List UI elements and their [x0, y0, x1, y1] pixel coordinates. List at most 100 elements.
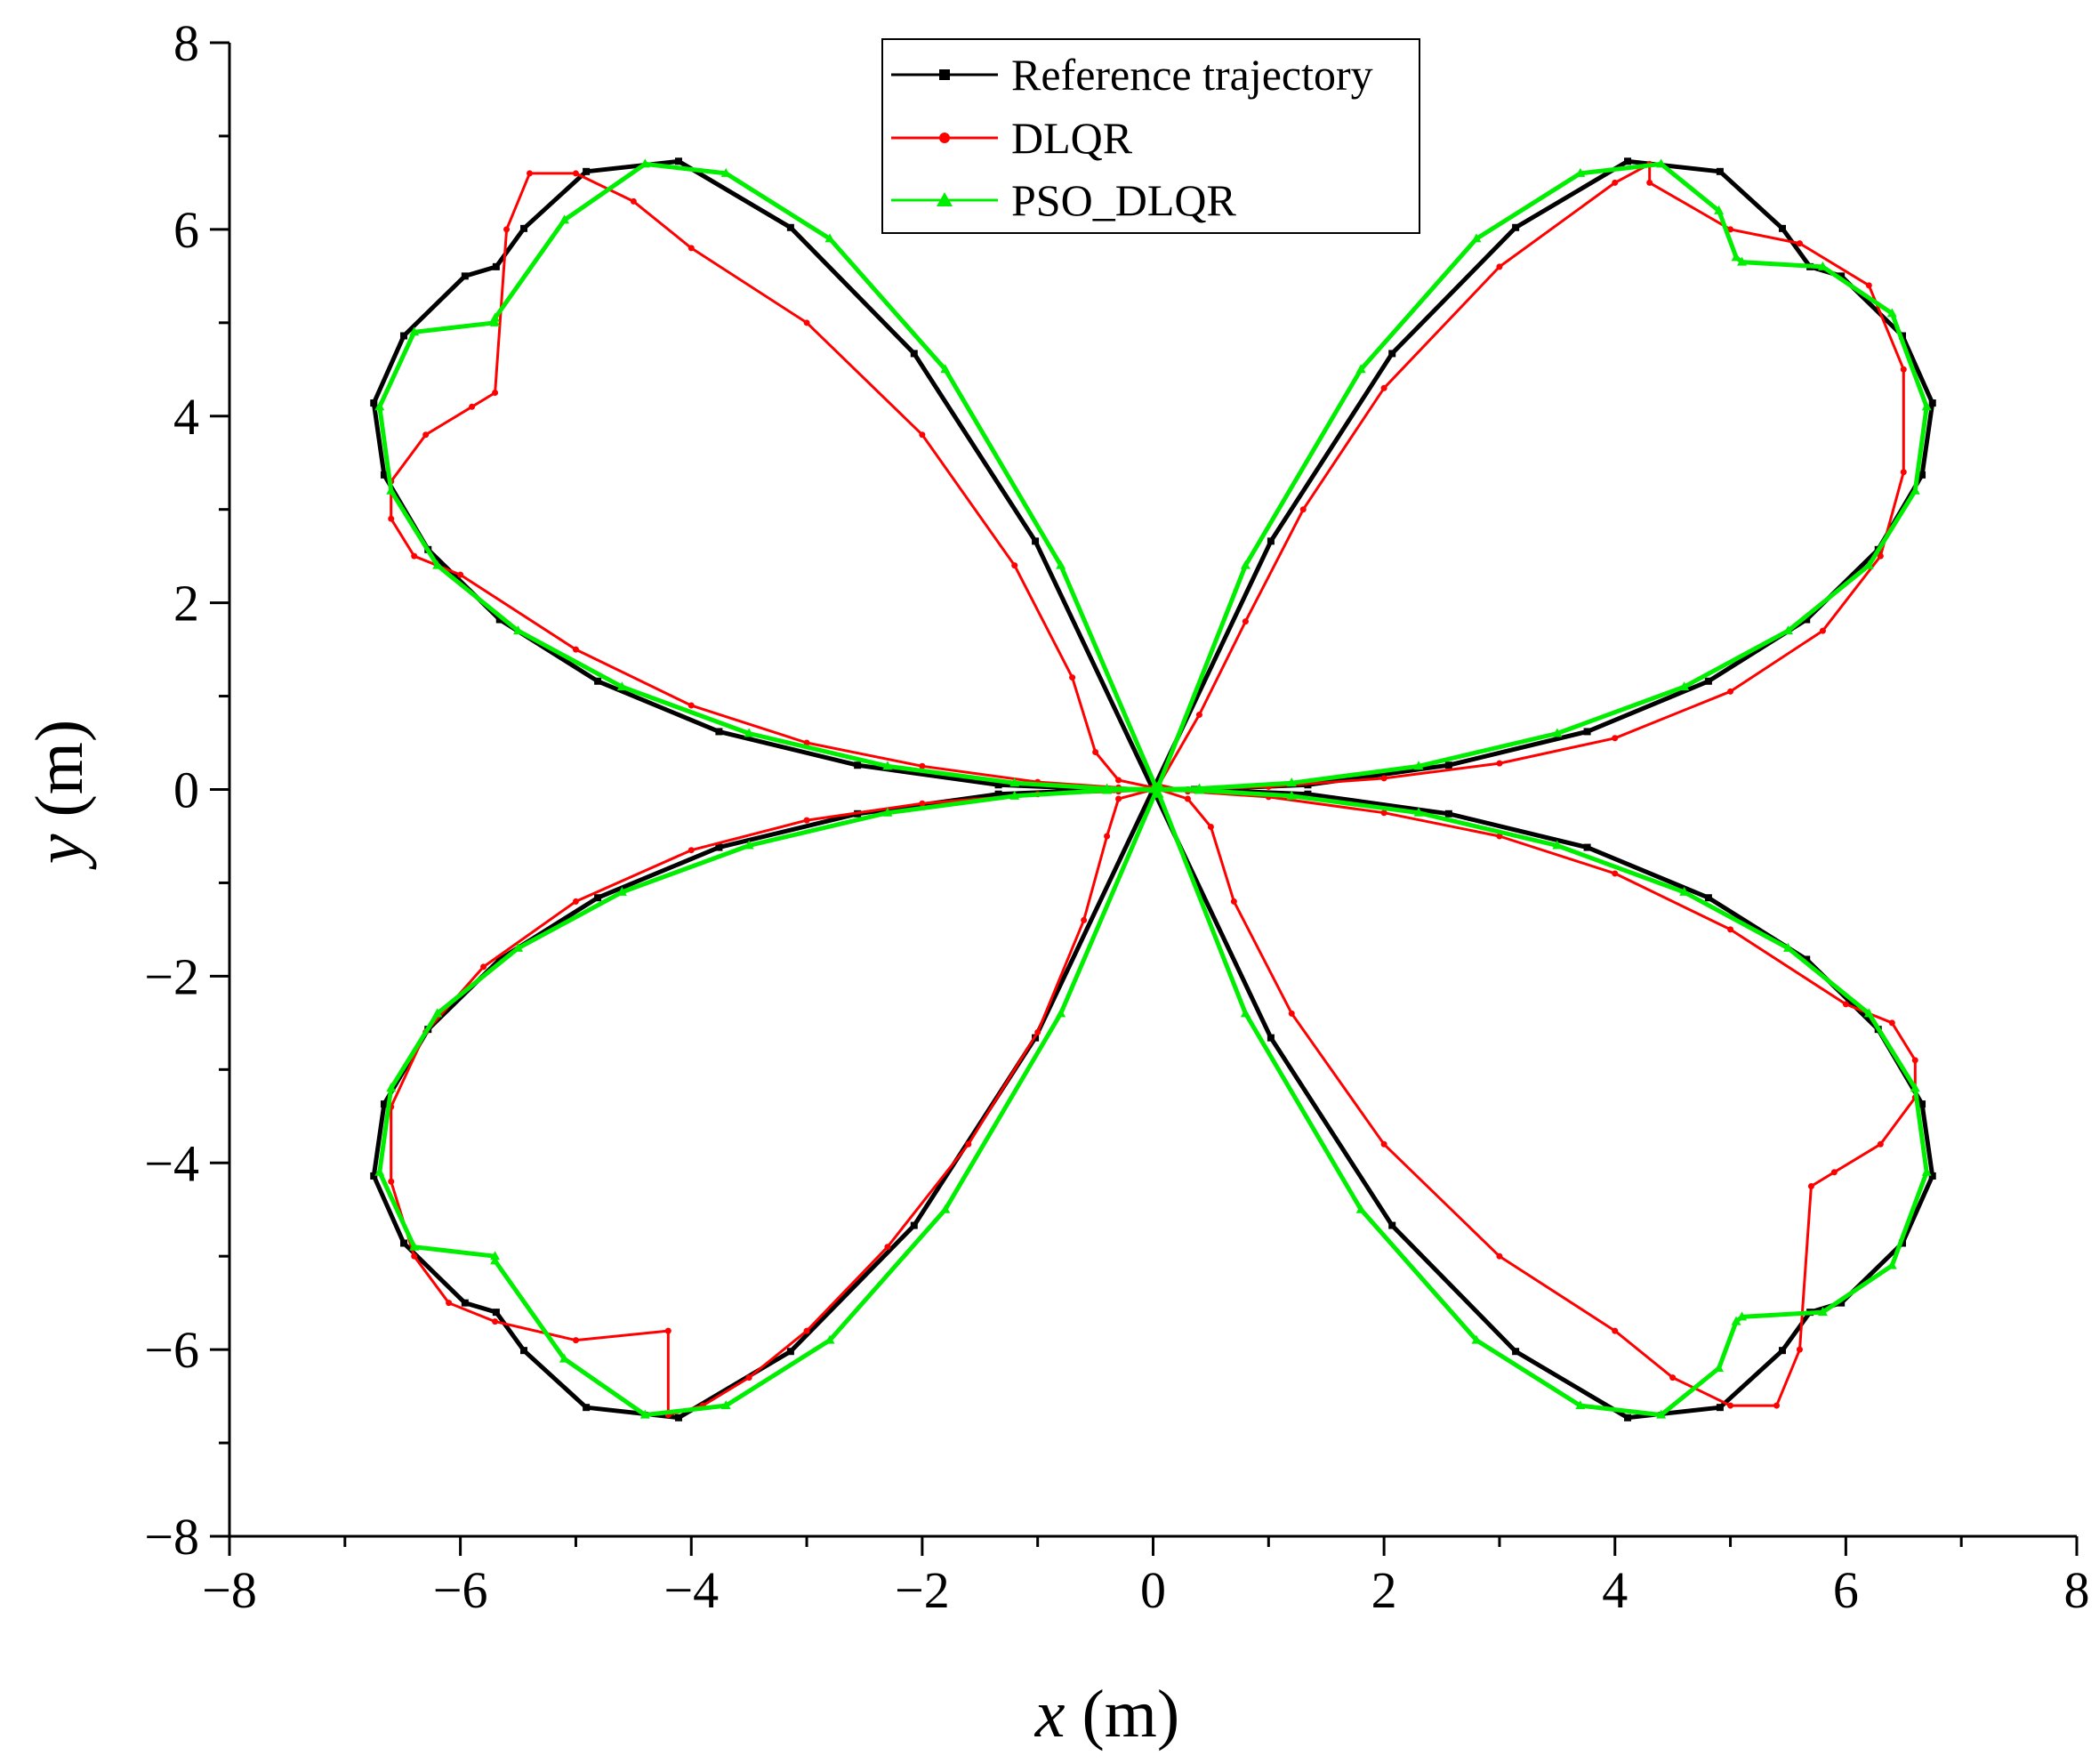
data-point-pso-dlqr — [374, 401, 385, 411]
data-point-pso-dlqr — [1552, 728, 1563, 737]
data-point-pso-dlqr — [1575, 1400, 1586, 1410]
data-point-reference-trajectory — [1304, 790, 1312, 798]
data-point-dlqr — [1773, 1402, 1780, 1409]
data-point-reference-trajectory — [854, 761, 862, 769]
data-point-reference-trajectory — [1624, 157, 1632, 165]
data-point-dlqr — [572, 646, 579, 653]
data-point-pso-dlqr — [1656, 1409, 1667, 1419]
x-tick-label: −8 — [202, 1561, 257, 1619]
data-point-dlqr — [1092, 749, 1099, 756]
data-point-dlqr — [1380, 810, 1387, 817]
data-point-pso-dlqr — [1910, 485, 1920, 495]
data-point-reference-trajectory — [400, 332, 408, 340]
data-point-pso-dlqr — [1355, 1204, 1366, 1213]
data-point-pso-dlqr — [1286, 777, 1297, 787]
data-point-pso-dlqr — [1737, 256, 1748, 266]
data-point-dlqr — [1900, 366, 1907, 373]
data-point-pso-dlqr — [616, 886, 627, 896]
data-point-reference-trajectory — [910, 350, 918, 358]
data-point-pso-dlqr — [1009, 777, 1020, 787]
data-point-dlqr — [1496, 833, 1503, 840]
y-tick-label: −2 — [144, 947, 199, 1005]
y-tick-label: 4 — [173, 388, 199, 446]
data-point-pso-dlqr — [1154, 779, 1164, 789]
data-point-pso-dlqr — [1148, 784, 1158, 793]
data-point-pso-dlqr — [1817, 1307, 1828, 1317]
data-point-pso-dlqr — [432, 1008, 443, 1018]
data-point-pso-dlqr — [1552, 840, 1563, 850]
data-point-dlqr — [1184, 795, 1191, 802]
data-point-dlqr — [803, 319, 810, 326]
y-tick-label: 8 — [173, 14, 199, 72]
data-point-reference-trajectory — [715, 843, 723, 851]
data-point-dlqr — [572, 1337, 579, 1344]
data-point-dlqr — [469, 403, 476, 410]
data-point-dlqr — [884, 1244, 891, 1251]
data-point-dlqr — [1380, 775, 1387, 782]
data-point-reference-trajectory — [1928, 1172, 1936, 1180]
data-point-pso-dlqr — [1782, 942, 1793, 952]
data-point-dlqr — [630, 197, 637, 205]
y-tick-label: 2 — [173, 575, 199, 632]
data-point-dlqr — [388, 1178, 395, 1185]
data-point-dlqr — [446, 1300, 453, 1307]
data-point-reference-trajectory — [1704, 677, 1712, 685]
data-point-pso-dlqr — [1679, 681, 1690, 691]
data-point-reference-trajectory — [583, 167, 591, 175]
x-tick-label: 4 — [1602, 1561, 1628, 1619]
data-point-reference-trajectory — [1512, 223, 1520, 231]
data-point-dlqr — [919, 800, 926, 807]
data-point-reference-trajectory — [495, 955, 503, 963]
data-point-pso-dlqr — [744, 840, 754, 850]
data-point-dlqr — [422, 431, 430, 439]
data-point-pso-dlqr — [1731, 1316, 1741, 1325]
data-point-pso-dlqr — [639, 1409, 650, 1419]
data-point-dlqr — [1669, 1374, 1677, 1381]
series-pso-dlqr — [374, 158, 1932, 1419]
data-point-dlqr — [457, 571, 464, 578]
data-point-reference-trajectory — [786, 223, 794, 231]
data-point-dlqr — [1496, 263, 1503, 270]
data-point-dlqr — [1299, 506, 1307, 513]
series-layer — [370, 157, 1936, 1422]
data-point-reference-trajectory — [1838, 1299, 1846, 1307]
data-point-dlqr — [1796, 1346, 1803, 1353]
data-point-pso-dlqr — [409, 1241, 420, 1251]
data-point-pso-dlqr — [940, 364, 951, 374]
data-point-pso-dlqr — [1886, 1260, 1897, 1269]
data-point-dlqr — [688, 702, 695, 709]
data-point-reference-trajectory — [520, 1347, 528, 1355]
data-point-pso-dlqr — [409, 326, 420, 336]
data-point-dlqr — [492, 390, 499, 397]
data-point-dlqr — [1612, 1327, 1619, 1334]
data-point-dlqr — [745, 1374, 752, 1381]
data-point-pso-dlqr — [432, 560, 443, 569]
data-point-dlqr — [1496, 760, 1503, 767]
data-point-reference-trajectory — [1624, 1414, 1632, 1422]
legend-label-reference: Reference trajectory — [1011, 50, 1373, 100]
data-point-dlqr — [1195, 712, 1202, 719]
data-point-reference-trajectory — [1267, 1034, 1275, 1042]
data-point-dlqr — [1807, 1182, 1814, 1189]
data-point-reference-trajectory — [674, 157, 682, 165]
x-tick-label: −6 — [433, 1561, 488, 1619]
data-point-dlqr — [1380, 384, 1387, 391]
data-point-dlqr — [1727, 1402, 1734, 1409]
data-point-reference-trajectory — [1928, 399, 1936, 407]
data-point-dlqr — [1115, 795, 1122, 802]
x-tick-label: −4 — [663, 1561, 719, 1619]
data-point-reference-trajectory — [461, 1299, 469, 1307]
data-point-pso-dlqr — [1056, 560, 1066, 569]
data-point-dlqr — [1842, 1001, 1849, 1008]
data-point-dlqr — [1115, 777, 1122, 784]
data-point-reference-trajectory — [1803, 616, 1811, 624]
data-point-dlqr — [1496, 1253, 1503, 1260]
data-point-reference-trajectory — [594, 677, 602, 685]
data-point-pso-dlqr — [374, 1166, 385, 1176]
data-point-pso-dlqr — [1471, 233, 1482, 243]
data-point-dlqr — [803, 1327, 810, 1334]
data-point-pso-dlqr — [1714, 1363, 1725, 1373]
data-point-reference-trajectory — [1778, 1347, 1786, 1355]
data-point-dlqr — [1011, 562, 1018, 569]
data-point-reference-trajectory — [1803, 955, 1811, 963]
